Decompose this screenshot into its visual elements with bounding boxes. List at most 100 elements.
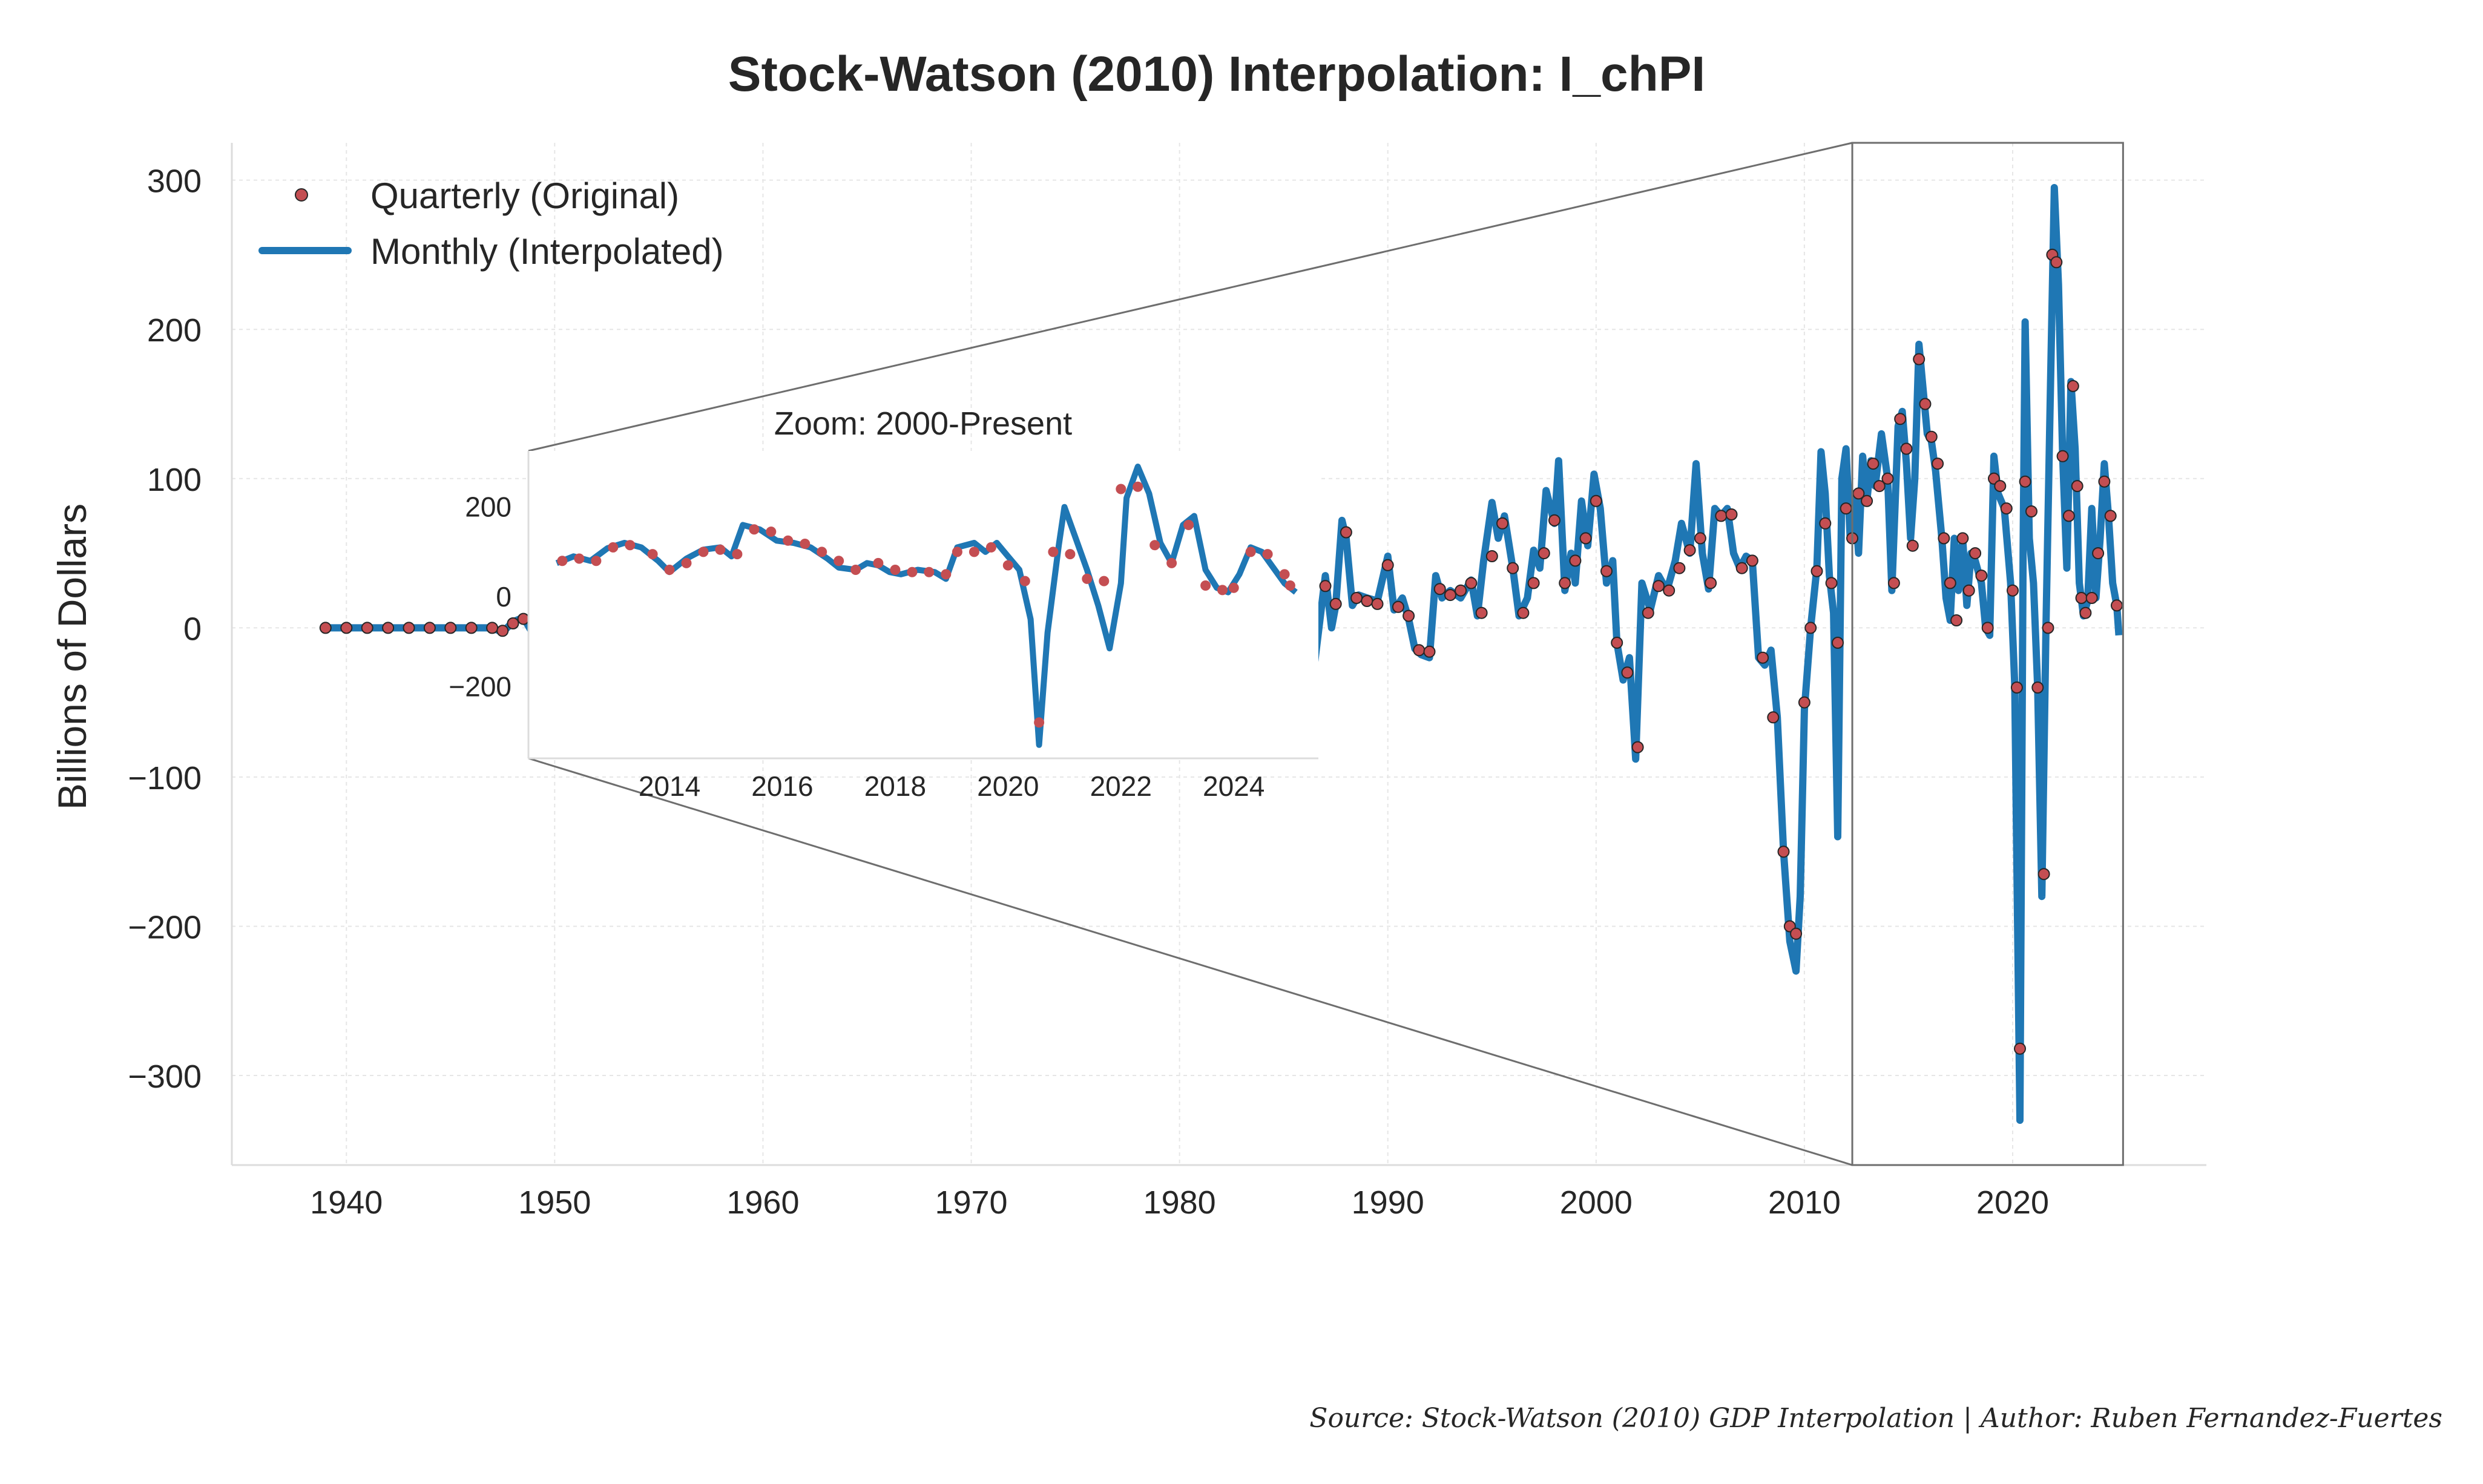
zoom-connector-lines <box>528 142 2124 1166</box>
inset-series-point-quarterly <box>985 542 996 553</box>
x-tick-label: 1990 <box>1352 1184 1424 1221</box>
series-point-quarterly <box>2098 475 2111 488</box>
series-point-quarterly <box>1496 517 1508 530</box>
inset-y-tick-labels: 200 0 −200 <box>449 491 511 703</box>
series-point-quarterly <box>2079 606 2092 619</box>
series-point-quarterly <box>1746 554 1758 567</box>
series-point-quarterly <box>2062 510 2075 522</box>
series-point-quarterly <box>1757 651 1769 664</box>
inset-series-point-quarterly <box>817 547 827 557</box>
series-point-quarterly <box>361 622 373 634</box>
series-point-quarterly <box>2056 450 2069 462</box>
inset-series-point-quarterly <box>698 547 709 557</box>
series-point-quarterly <box>444 622 457 634</box>
series-point-quarterly <box>1798 696 1810 709</box>
series-point-quarterly <box>1894 413 1907 425</box>
series-point-quarterly <box>1881 472 1894 485</box>
series-point-quarterly <box>1981 622 1994 634</box>
inset-x-tick-label: 2022 <box>1090 770 1152 802</box>
y-tick-label: −200 <box>128 909 202 945</box>
series-point-quarterly <box>1329 597 1342 610</box>
series-point-quarterly <box>1507 562 1519 574</box>
inset-series-point-quarterly <box>608 542 619 553</box>
series-point-quarterly <box>423 622 436 634</box>
series-point-quarterly <box>382 622 395 634</box>
series-point-quarterly <box>465 622 478 634</box>
series-point-quarterly <box>517 612 530 625</box>
series-point-quarterly <box>2075 592 2088 604</box>
legend-marker-quarterly <box>295 188 308 202</box>
legend-label-monthly: Monthly (Interpolated) <box>370 231 724 272</box>
series-point-quarterly <box>1735 562 1748 574</box>
series-point-quarterly <box>1642 606 1654 619</box>
series-point-quarterly <box>1810 565 1823 577</box>
series-point-quarterly <box>1579 532 1592 545</box>
series-point-quarterly <box>1392 600 1404 613</box>
inset-series-point-quarterly <box>1245 547 1256 557</box>
series-point-quarterly <box>1631 741 1644 753</box>
series-point-quarterly <box>1361 595 1373 607</box>
y-tick-label: −300 <box>128 1059 202 1095</box>
inset-series-point-quarterly <box>732 549 743 560</box>
series-point-quarterly <box>1956 532 1969 545</box>
inset-series-point-quarterly <box>834 556 844 566</box>
series-point-quarterly <box>1705 577 1717 589</box>
x-tick-label: 1940 <box>310 1184 383 1221</box>
series-point-quarterly <box>2042 622 2054 634</box>
series-point-quarterly <box>1350 592 1363 604</box>
series-point-quarterly <box>1663 584 1676 597</box>
inset-series-point-quarterly <box>850 565 861 575</box>
x-tick-label: 1980 <box>1143 1184 1216 1221</box>
inset-series-point-quarterly <box>924 566 935 577</box>
main-x-tick-labels: 1940 1950 1960 1970 1980 1990 2000 2010 2020 <box>310 1184 2049 1221</box>
series-point-quarterly <box>1715 510 1728 522</box>
series-point-quarterly <box>2010 681 2023 694</box>
series-point-quarterly <box>1767 711 1780 724</box>
y-tick-label: −100 <box>128 760 202 796</box>
series-point-quarterly <box>2067 379 2079 392</box>
inset-series-point-quarterly <box>1065 549 1076 560</box>
inset-series-point-quarterly <box>907 566 918 577</box>
series-point-quarterly <box>1537 547 1550 560</box>
series-point-quarterly <box>2050 256 2063 269</box>
series-point-quarterly <box>1548 514 1561 527</box>
series-point-quarterly <box>1340 526 1352 539</box>
series-point-quarterly <box>1683 544 1696 557</box>
inset-series-point-quarterly <box>873 557 884 568</box>
series-point-quarterly <box>1527 577 1540 589</box>
inset-x-tick-labels: 2014 2016 2018 2020 2022 2024 <box>639 770 1265 802</box>
series-point-quarterly <box>1832 637 1844 649</box>
inset-series-point-quarterly <box>941 569 952 580</box>
inset-series-point-quarterly <box>664 565 675 575</box>
inset-title: Zoom: 2000-Present <box>774 405 1072 442</box>
series-point-quarterly <box>1569 554 1582 567</box>
inset-series-point-quarterly <box>647 549 658 560</box>
series-point-quarterly <box>1600 565 1613 577</box>
inset-series-point-quarterly <box>1133 481 1143 492</box>
series-point-quarterly <box>1371 597 1384 610</box>
series-point-quarterly <box>2014 1042 2026 1055</box>
series-point-quarterly <box>1455 584 1467 597</box>
inset-series-point-quarterly <box>1048 547 1059 557</box>
series-point-quarterly <box>2071 480 2083 493</box>
series-point-quarterly <box>1825 577 1838 589</box>
x-tick-label: 2000 <box>1560 1184 1633 1221</box>
series-point-quarterly <box>1950 614 1963 626</box>
series-point-quarterly <box>1804 622 1817 634</box>
series-point-quarterly <box>1906 539 1919 552</box>
series-point-quarterly <box>1790 927 1803 940</box>
inset-series-point-quarterly <box>783 535 794 546</box>
series-point-quarterly <box>1694 532 1706 545</box>
y-tick-label: 200 <box>147 312 202 349</box>
x-tick-label: 1960 <box>726 1184 799 1221</box>
inset-series-point-quarterly <box>1149 540 1160 551</box>
x-tick-label: 1970 <box>935 1184 1007 1221</box>
series-point-quarterly <box>1969 547 1982 560</box>
series-point-quarterly <box>2031 681 2044 694</box>
series-point-quarterly <box>1465 577 1478 589</box>
series-point-quarterly <box>1319 580 1332 593</box>
inset-series-point-quarterly <box>1228 582 1239 593</box>
legend-label-quarterly: Quarterly (Original) <box>370 176 679 216</box>
inset-x-tick-label: 2024 <box>1203 770 1265 802</box>
